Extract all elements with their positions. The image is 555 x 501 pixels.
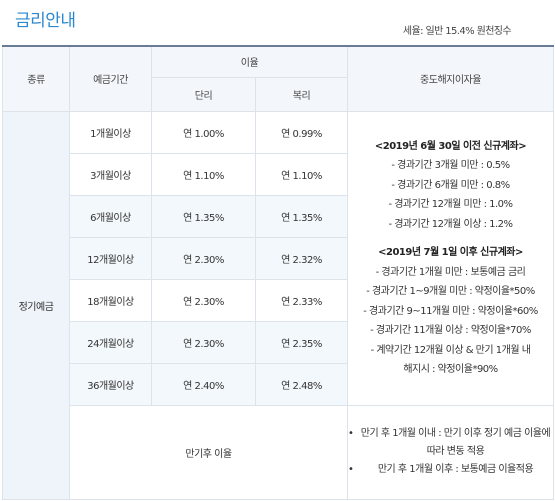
simple-rate-cell: 연 2.40% — [151, 362, 256, 406]
period-cell: 24개월이상 — [69, 320, 152, 364]
maturity-note: 만기 후 1개월 이후 : 보통예금 이율적용 — [348, 461, 553, 479]
header-type: 종류 — [2, 45, 70, 112]
notes-line: - 경과기간 1~9개월 미만 : 약정이율*50% — [366, 286, 535, 297]
compound-rate-cell: 연 1.35% — [255, 194, 348, 238]
notes-line: - 경과기간 9~11개월 미만 : 약정이율*60% — [363, 305, 538, 317]
notes-after-title: <2019년 7월 1일 이후 신규계좌> — [378, 247, 523, 258]
period-cell: 1개월이상 — [69, 110, 152, 154]
page-title: 금리안내 — [15, 11, 76, 31]
notes-line: 해지시 : 약정이율*90% — [403, 364, 498, 375]
notes-line: - 경과기간 6개월 미만 : 0.8% — [391, 179, 510, 191]
period-cell: 6개월이상 — [69, 194, 152, 238]
period-cell: 36개월이상 — [69, 362, 152, 406]
simple-rate-cell: 연 1.00% — [151, 110, 256, 154]
simple-rate-cell: 연 2.30% — [151, 236, 256, 280]
notes-before-title: <2019년 6월 30일 이전 신규계좌> — [374, 140, 527, 152]
simple-rate-cell: 연 1.35% — [151, 194, 256, 238]
notes-line: - 경과기간 11개월 이상 : 약정이율*70% — [370, 325, 531, 336]
notes-line: - 계약기간 12개월 이상 & 만기 1개월 내 — [370, 344, 531, 356]
compound-rate-cell: 연 2.33% — [255, 278, 348, 322]
header-compound: 복리 — [255, 76, 348, 112]
header-rate: 이율 — [151, 45, 348, 78]
compound-rate-cell: 연 0.99% — [255, 110, 348, 154]
simple-rate-cell: 연 2.30% — [151, 320, 256, 364]
notes-line: - 경과기간 12개월 미만 : 1.0% — [388, 199, 513, 210]
maturity-label-cell: 만기후 이율 — [69, 404, 348, 500]
compound-rate-cell: 연 2.35% — [255, 320, 348, 364]
interest-rate-table: 종류 예금기간 이율 중도해지이자율 단리 복리 정기예금 1개월이상 연 1.… — [2, 45, 554, 500]
category-cell: 정기예금 — [2, 110, 70, 500]
maturity-note: 만기 후 1개월 이내 : 만기 이후 정기 예금 이율에 따라 변동 적용 — [348, 425, 553, 461]
period-cell: 12개월이상 — [69, 236, 152, 280]
notes-line: - 경과기간 3개월 미만 : 0.5% — [391, 160, 510, 171]
header-period: 예금기간 — [69, 45, 152, 112]
maturity-notes: 만기 후 1개월 이내 : 만기 이후 정기 예금 이율에 따라 변동 적용 만… — [347, 404, 554, 500]
notes-line: - 경과기간 1개월 미만 : 보통예금 금리 — [375, 266, 526, 278]
header-early-termination: 중도해지이자율 — [347, 45, 554, 112]
simple-rate-cell: 연 2.30% — [151, 278, 256, 322]
header-simple: 단리 — [151, 76, 256, 112]
period-cell: 3개월이상 — [69, 152, 152, 196]
compound-rate-cell: 연 1.10% — [255, 152, 348, 196]
tax-rate-note: 세율: 일반 15.4% 원천징수 — [402, 26, 512, 37]
early-termination-notes: <2019년 6월 30일 이전 신규계좌> - 경과기간 3개월 미만 : 0… — [347, 110, 554, 406]
period-cell: 18개월이상 — [69, 278, 152, 322]
compound-rate-cell: 연 2.48% — [255, 362, 348, 406]
notes-line: - 경과기간 12개월 이상 : 1.2% — [388, 218, 513, 230]
simple-rate-cell: 연 1.10% — [151, 152, 256, 196]
compound-rate-cell: 연 2.32% — [255, 236, 348, 280]
